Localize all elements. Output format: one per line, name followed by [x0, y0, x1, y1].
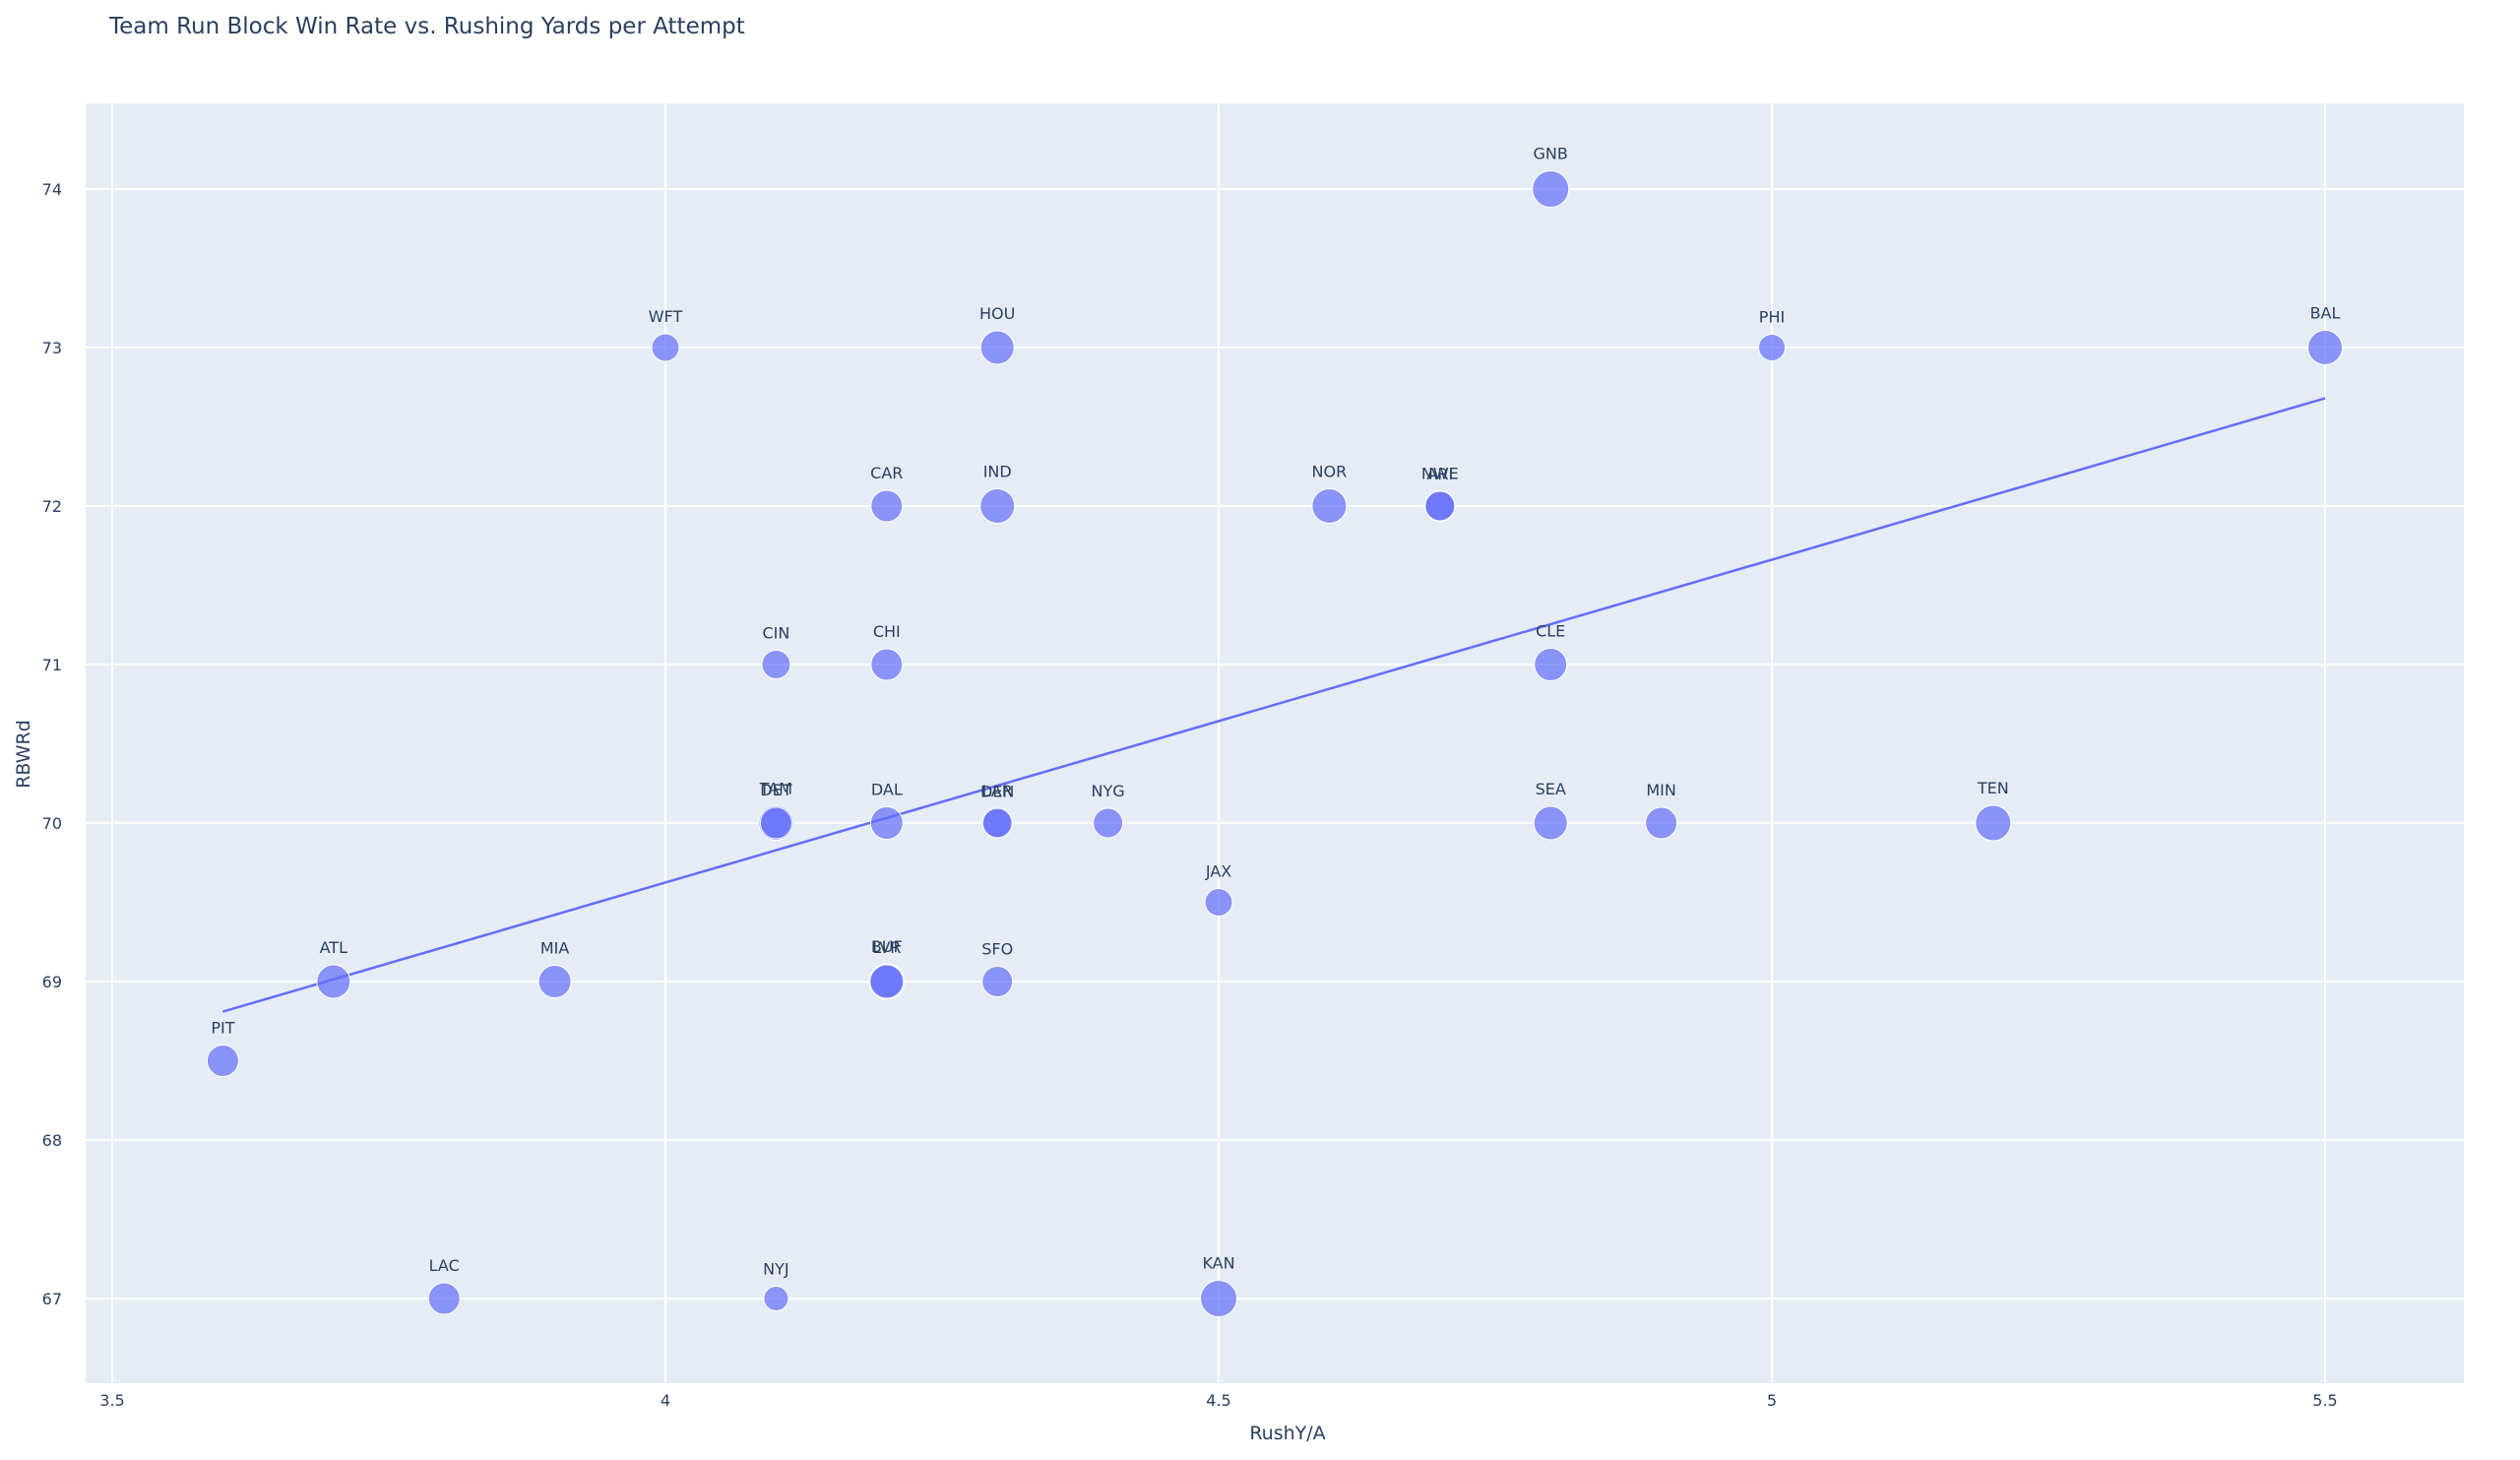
y-tick-label: 70: [42, 814, 62, 833]
data-point-cle[interactable]: [1534, 648, 1568, 681]
data-point-nyj[interactable]: [763, 1286, 789, 1311]
point-label-bal: BAL: [2310, 304, 2341, 323]
point-label-pit: PIT: [211, 1019, 234, 1038]
data-point-min[interactable]: [1645, 806, 1678, 840]
x-tick-label: 4: [661, 1391, 670, 1410]
point-label-cle: CLE: [1536, 622, 1565, 641]
data-point-car[interactable]: [870, 489, 904, 523]
point-label-car: CAR: [870, 464, 903, 482]
point-label-phi: PHI: [1759, 308, 1785, 327]
data-point-sfo[interactable]: [981, 966, 1014, 997]
data-point-lar[interactable]: [981, 807, 1013, 839]
data-point-lvr[interactable]: [869, 964, 905, 999]
point-label-atl: ATL: [320, 938, 347, 957]
point-label-chi: CHI: [873, 622, 901, 641]
point-label-den: DEN: [980, 783, 1014, 801]
point-label-gnb: GNB: [1534, 145, 1568, 163]
point-label-nyg: NYG: [1092, 782, 1125, 800]
data-point-wft[interactable]: [651, 333, 680, 362]
data-point-phi[interactable]: [1758, 334, 1786, 361]
x-tick-label: 3.5: [99, 1391, 124, 1410]
y-tick-label: 67: [42, 1290, 62, 1308]
data-point-dal[interactable]: [869, 806, 904, 840]
point-label-min: MIN: [1646, 781, 1676, 799]
point-label-nor: NOR: [1312, 463, 1348, 481]
x-tick-label: 5.5: [2312, 1391, 2337, 1410]
point-label-mia: MIA: [540, 939, 570, 958]
y-tick-label: 69: [42, 973, 62, 991]
y-axis-title: RBWRd: [13, 720, 34, 789]
data-point-mia[interactable]: [537, 965, 572, 998]
point-label-sea: SEA: [1536, 780, 1566, 798]
gridlines: [86, 103, 2464, 1383]
point-label-ari: ARI: [1426, 465, 1453, 483]
y-tick-label: 71: [42, 656, 62, 674]
y-tick-label: 73: [42, 339, 62, 357]
data-point-cin[interactable]: [761, 650, 791, 679]
data-point-lac[interactable]: [427, 1282, 461, 1315]
point-label-dal: DAL: [871, 781, 903, 799]
x-tick-label: 4.5: [1206, 1391, 1230, 1410]
trendline: [222, 397, 2326, 1013]
point-label-nwe: NWE: [1421, 465, 1459, 483]
point-label-det: DET: [760, 781, 791, 799]
chart-title: Team Run Block Win Rate vs. Rushing Yard…: [109, 14, 745, 39]
point-label-nyj: NYJ: [763, 1260, 788, 1279]
y-tick-label: 68: [42, 1131, 62, 1150]
point-label-lvr: LVR: [872, 938, 901, 957]
data-point-nor[interactable]: [1311, 488, 1348, 524]
point-label-wft: WFT: [649, 307, 683, 326]
plot-area: [86, 103, 2464, 1383]
point-label-lac: LAC: [429, 1256, 460, 1275]
trendline-path[interactable]: [222, 397, 2326, 1013]
y-tick-label: 74: [42, 180, 62, 199]
data-points: [206, 170, 2343, 1317]
data-point-chi[interactable]: [870, 648, 904, 681]
point-label-sfo: SFO: [981, 940, 1013, 959]
point-label-hou: HOU: [979, 304, 1015, 323]
data-point-gnb[interactable]: [1532, 170, 1570, 208]
y-axis-ticks: 67 68 69 70 71 72 73 74: [42, 180, 62, 1308]
data-point-kan[interactable]: [1200, 1280, 1237, 1317]
point-label-tam: TAM: [759, 780, 792, 798]
data-point-sea[interactable]: [1533, 805, 1568, 841]
data-point-hou[interactable]: [979, 330, 1015, 365]
point-label-buf: BUF: [871, 937, 903, 956]
data-point-nyg[interactable]: [1093, 807, 1124, 839]
data-point-pit[interactable]: [206, 1045, 239, 1077]
point-label-cin: CIN: [762, 624, 789, 643]
x-axis-ticks: 3.5 4 4.5 5 5.5: [99, 1391, 2337, 1410]
point-label-kan: KAN: [1202, 1254, 1234, 1273]
data-point-bal[interactable]: [2307, 330, 2343, 365]
data-point-jax[interactable]: [1204, 888, 1233, 917]
y-tick-label: 72: [42, 497, 62, 516]
data-point-det[interactable]: [759, 806, 792, 840]
x-tick-label: 5: [1767, 1391, 1777, 1410]
data-point-ind[interactable]: [979, 488, 1016, 524]
point-label-ind: IND: [983, 463, 1012, 481]
data-point-atl[interactable]: [316, 964, 351, 999]
data-point-ten[interactable]: [1975, 804, 2012, 842]
point-label-jax: JAX: [1205, 862, 1231, 881]
data-point-ari[interactable]: [1424, 490, 1456, 522]
point-label-ten: TEN: [1977, 779, 2009, 797]
point-label-lar: LAR: [982, 782, 1013, 800]
x-axis-title: RushY/A: [1249, 1423, 1325, 1444]
